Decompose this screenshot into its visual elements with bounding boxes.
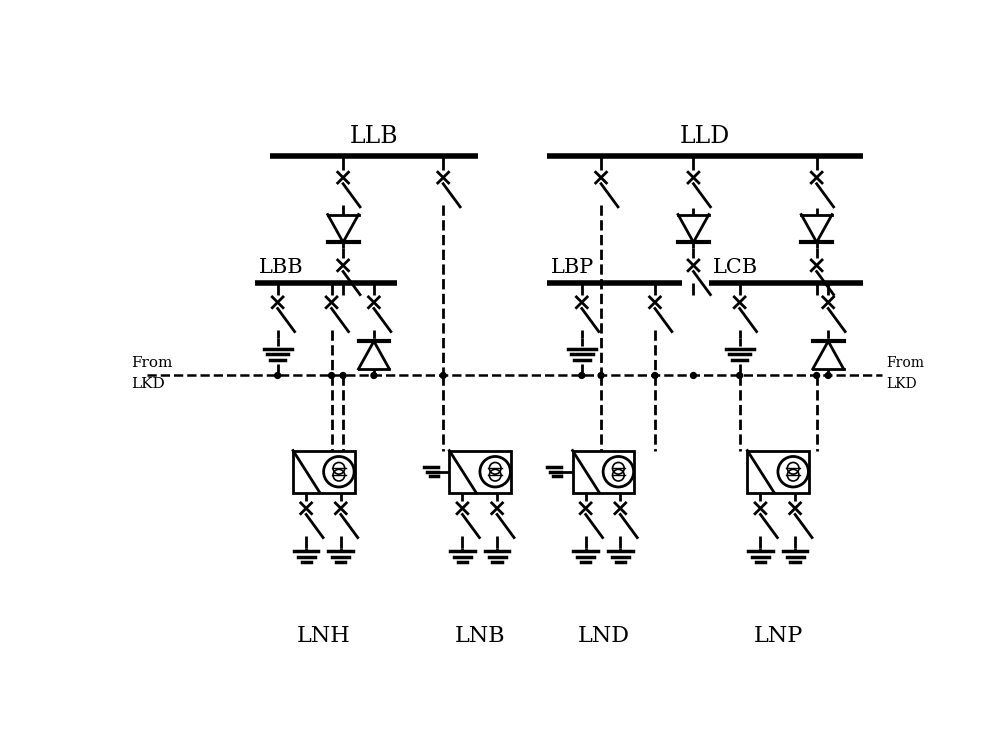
- Circle shape: [598, 372, 604, 378]
- Bar: [573, 450, 634, 493]
- Circle shape: [737, 372, 743, 378]
- Circle shape: [440, 372, 446, 378]
- Circle shape: [825, 372, 831, 378]
- Circle shape: [275, 372, 281, 378]
- Bar: [747, 450, 809, 493]
- Text: From: From: [886, 356, 924, 370]
- Text: LLD: LLD: [680, 125, 730, 148]
- Text: From: From: [131, 356, 173, 370]
- Text: LBB: LBB: [258, 258, 303, 277]
- Bar: [449, 450, 511, 493]
- Text: LNH: LNH: [297, 625, 351, 646]
- Text: LCB: LCB: [713, 258, 758, 277]
- Text: LLB: LLB: [350, 125, 398, 148]
- Bar: [293, 450, 355, 493]
- Circle shape: [340, 372, 346, 378]
- Text: LBP: LBP: [551, 258, 594, 277]
- Circle shape: [329, 372, 334, 378]
- Circle shape: [814, 372, 820, 378]
- Text: LNP: LNP: [754, 625, 803, 646]
- Circle shape: [579, 372, 585, 378]
- Text: LNB: LNB: [455, 625, 505, 646]
- Circle shape: [691, 372, 696, 378]
- Circle shape: [371, 372, 377, 378]
- Text: LND: LND: [577, 625, 629, 646]
- Circle shape: [652, 372, 658, 378]
- Text: LKD: LKD: [131, 377, 165, 391]
- Text: LKD: LKD: [886, 377, 917, 391]
